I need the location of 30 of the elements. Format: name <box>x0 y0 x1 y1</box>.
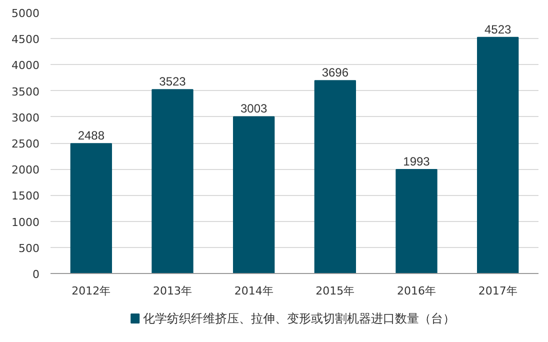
bar <box>314 80 356 274</box>
y-tick-label: 4000 <box>12 59 40 72</box>
y-tick-label: 2000 <box>12 164 40 177</box>
y-tick-label: 5000 <box>12 7 40 20</box>
x-tick-label: 2014年 <box>234 284 274 298</box>
y-tick-label: 500 <box>18 242 40 255</box>
bar <box>396 168 438 274</box>
y-tick-label: 3500 <box>12 85 40 98</box>
bar <box>152 89 194 274</box>
data-label: 4523 <box>484 22 512 36</box>
x-tick-label: 2015年 <box>316 284 355 298</box>
data-label: 3003 <box>240 102 268 116</box>
x-tick-label: 2012年 <box>72 284 111 298</box>
bar <box>70 143 112 274</box>
legend-label: 化学纺织纤维挤压、拉伸、变形或切割机器进口数量（台） <box>143 312 456 326</box>
x-tick-label: 2016年 <box>397 284 436 298</box>
y-tick-label: 4500 <box>12 33 40 46</box>
y-tick-label: 2500 <box>12 138 40 150</box>
x-tick-label: 2017年 <box>478 284 518 298</box>
x-tick-label: 2013年 <box>153 284 192 298</box>
y-tick-label: 3000 <box>12 111 40 124</box>
bar <box>477 36 519 274</box>
bar <box>233 116 275 274</box>
y-tick-label: 1500 <box>12 190 40 203</box>
data-label: 1993 <box>403 154 430 168</box>
y-tick-label: 0 <box>32 268 40 281</box>
data-label: 3523 <box>159 74 186 89</box>
y-tick-label: 1000 <box>12 216 40 229</box>
data-label: 2488 <box>78 128 105 143</box>
data-label: 3696 <box>322 66 349 80</box>
